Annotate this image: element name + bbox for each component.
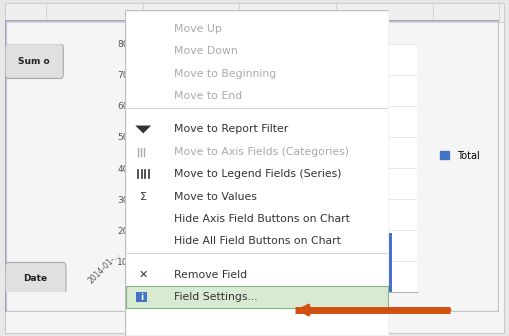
Legend: Total: Total bbox=[436, 147, 483, 164]
Text: Date: Date bbox=[23, 274, 47, 283]
Text: ✕: ✕ bbox=[138, 270, 148, 280]
Text: Move Down: Move Down bbox=[174, 46, 237, 56]
FancyBboxPatch shape bbox=[5, 44, 63, 79]
Polygon shape bbox=[135, 126, 151, 133]
Text: Move to End: Move to End bbox=[174, 91, 242, 101]
Bar bbox=[296, 90, 326, 292]
Bar bbox=[162, 208, 192, 292]
Text: Σ: Σ bbox=[140, 192, 147, 202]
Bar bbox=[229, 207, 259, 292]
Text: Hide All Field Buttons on Chart: Hide All Field Buttons on Chart bbox=[174, 236, 341, 246]
Text: Move to Report Filter: Move to Report Filter bbox=[174, 124, 288, 134]
Bar bbox=[136, 292, 147, 302]
Text: Move to Beginning: Move to Beginning bbox=[174, 69, 276, 79]
Text: Move to Axis Fields (Categories): Move to Axis Fields (Categories) bbox=[174, 147, 349, 157]
Text: Field Settings...: Field Settings... bbox=[174, 292, 257, 302]
Text: Remove Field: Remove Field bbox=[174, 270, 247, 280]
Bar bbox=[126, 286, 388, 308]
Text: 2014-01-...: 2014-01-... bbox=[87, 250, 122, 285]
Bar bbox=[362, 233, 392, 292]
Text: Hide Axis Field Buttons on Chart: Hide Axis Field Buttons on Chart bbox=[174, 214, 350, 224]
Text: i: i bbox=[140, 293, 143, 302]
Bar bbox=[5, 3, 504, 22]
Text: Move to Values: Move to Values bbox=[174, 192, 257, 202]
Text: Sum o: Sum o bbox=[18, 56, 50, 66]
FancyBboxPatch shape bbox=[5, 262, 66, 295]
Text: Move to Legend Fields (Series): Move to Legend Fields (Series) bbox=[174, 169, 341, 179]
Text: Move Up: Move Up bbox=[174, 24, 221, 34]
